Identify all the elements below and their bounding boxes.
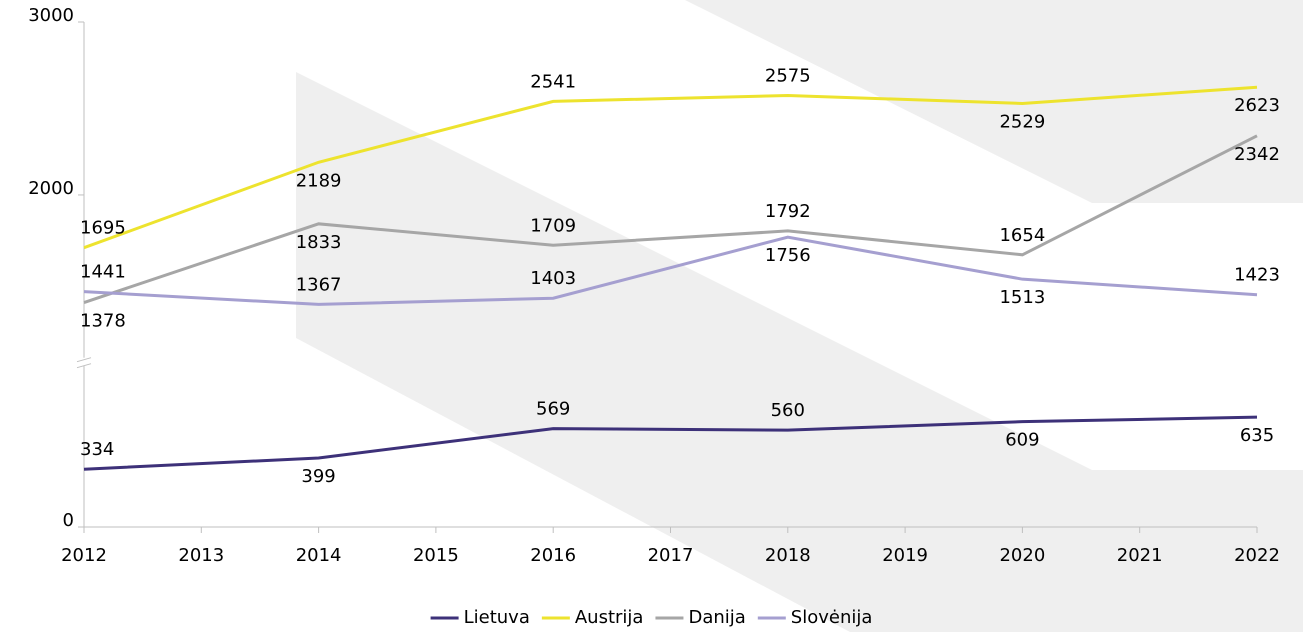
data-label: 569	[536, 399, 570, 420]
background-shape	[296, 72, 1303, 632]
data-label: 1367	[296, 274, 342, 295]
x-tick-label: 2015	[413, 545, 459, 566]
data-label: 1695	[80, 218, 126, 239]
legend-label: Austrija	[575, 607, 644, 628]
axis-break	[76, 363, 92, 369]
x-tick-label: 2014	[296, 545, 342, 566]
x-tick-label: 2020	[999, 545, 1045, 566]
data-label: 560	[771, 400, 805, 421]
x-tick-label: 2018	[765, 545, 811, 566]
data-label: 1403	[530, 268, 576, 289]
y-tick-label: 2000	[28, 178, 74, 199]
x-tick-label: 2012	[61, 545, 107, 566]
data-label: 1423	[1234, 265, 1280, 286]
legend-label: Danija	[688, 607, 745, 628]
data-label: 1833	[296, 232, 342, 253]
x-tick-label: 2019	[882, 545, 928, 566]
data-label: 2342	[1234, 144, 1280, 165]
data-label: 334	[80, 439, 114, 460]
data-label: 2623	[1234, 95, 1280, 116]
x-tick-label: 2013	[178, 545, 224, 566]
axis-break-gap	[76, 357, 92, 366]
data-label: 1709	[530, 215, 576, 236]
data-label: 1654	[999, 225, 1045, 246]
series-line	[83, 415, 1258, 471]
data-label: 1513	[999, 287, 1045, 308]
data-label: 1792	[765, 201, 811, 222]
data-label: 399	[301, 466, 335, 487]
legend-label: Slovėnija	[791, 607, 873, 628]
data-label: 2189	[296, 170, 342, 191]
data-label: 2541	[530, 71, 576, 92]
series-line	[83, 235, 1258, 306]
data-label: 635	[1240, 425, 1274, 446]
x-tick-label: 2016	[530, 545, 576, 566]
data-label: 609	[1005, 430, 1039, 451]
data-label: 2575	[765, 66, 811, 87]
legend-label: Lietuva	[464, 607, 530, 628]
y-tick-label: 0	[63, 510, 74, 531]
data-label: 1441	[80, 262, 126, 283]
axis-break	[76, 357, 92, 363]
y-tick-label: 3000	[28, 5, 74, 26]
data-label: 1378	[80, 311, 126, 332]
data-label: 1756	[765, 245, 811, 266]
x-tick-label: 2021	[1117, 545, 1163, 566]
x-tick-label: 2022	[1234, 545, 1280, 566]
series-line	[83, 85, 1258, 250]
data-label: 2529	[999, 111, 1045, 132]
series-line	[83, 134, 1258, 304]
x-tick-label: 2017	[648, 545, 694, 566]
